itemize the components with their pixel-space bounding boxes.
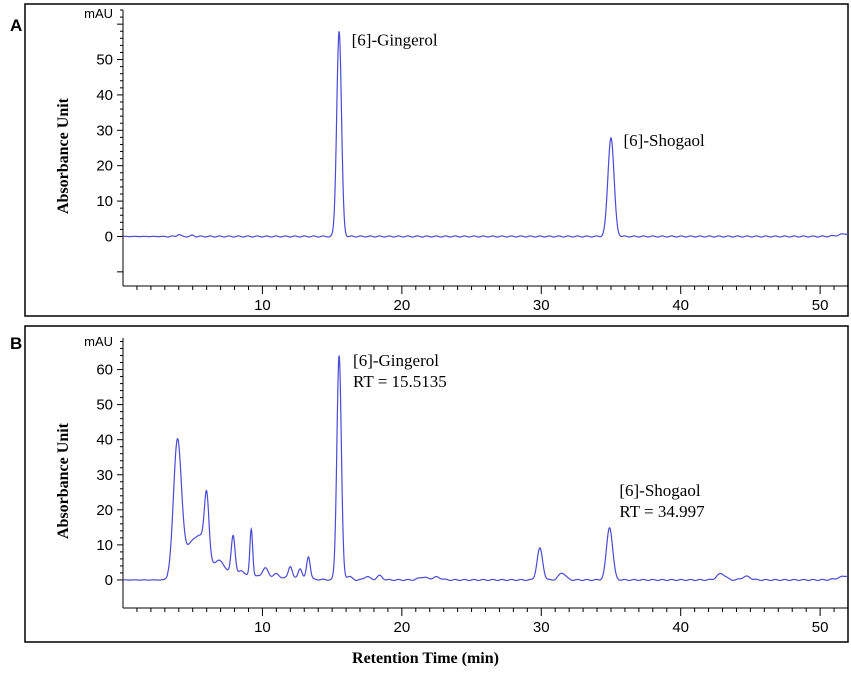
y-tick-label-a-10: 10 (96, 193, 113, 210)
x-tick-label-a-30: 30 (533, 297, 550, 314)
panel-frame-b (24, 325, 849, 643)
x-tick-label-b-20: 20 (394, 619, 411, 636)
y-tick-label-a-0: 0 (105, 228, 113, 245)
peak-annotation-b-0: [6]-Gingerol RT = 15.5135 (353, 351, 447, 391)
peak-annotation-b-1: [6]-Shogaol RT = 34.997 (619, 481, 705, 521)
y-unit-label-b: mAU (84, 334, 113, 349)
peak-annotation-line-b-1-0: [6]-Shogaol (619, 481, 700, 500)
chromatogram-trace-a (122, 31, 849, 238)
x-tick-label-a-50: 50 (812, 297, 829, 314)
x-tick-label-a-20: 20 (394, 297, 411, 314)
x-tick-label-b-50: 50 (812, 619, 829, 636)
peak-annotation-line-a-1-0: [6]-Shogaol (624, 131, 705, 150)
y-tick-label-b-0: 0 (105, 572, 113, 589)
y-axis-title-b: Absorbance Unit (55, 422, 72, 539)
y-tick-label-b-50: 50 (96, 397, 113, 414)
y-tick-label-b-30: 30 (96, 467, 113, 484)
peak-annotation-line-a-0-0: [6]-Gingerol (352, 30, 438, 49)
y-axis-title-a: Absorbance Unit (55, 97, 72, 214)
y-tick-label-a-20: 20 (96, 158, 113, 175)
peak-annotation-line-b-0-0: [6]-Gingerol (353, 351, 439, 370)
y-unit-label-a: mAU (84, 6, 113, 21)
panel-letter-a: A (10, 16, 23, 35)
x-tick-label-b-10: 10 (254, 619, 271, 636)
panel-frame-a (24, 3, 849, 317)
chromatogram-trace-b (122, 355, 849, 582)
y-tick-label-b-20: 20 (96, 502, 113, 519)
y-tick-label-b-60: 60 (96, 362, 113, 379)
y-tick-label-a-50: 50 (96, 52, 113, 69)
y-tick-label-a-30: 30 (96, 122, 113, 139)
x-axis-label: Retention Time (min) (352, 650, 499, 667)
y-tick-label-b-10: 10 (96, 537, 113, 554)
peak-annotation-a-0: [6]-Gingerol (352, 30, 438, 49)
x-tick-label-b-40: 40 (672, 619, 689, 636)
peak-annotation-line-b-0-1: RT = 15.5135 (353, 372, 447, 391)
panel-letter-b: B (10, 334, 23, 353)
peak-annotation-line-b-1-1: RT = 34.997 (619, 502, 705, 521)
y-tick-label-b-40: 40 (96, 432, 113, 449)
peak-annotation-a-1: [6]-Shogaol (624, 131, 705, 150)
x-tick-label-a-40: 40 (672, 297, 689, 314)
x-tick-label-b-30: 30 (533, 619, 550, 636)
y-tick-label-a-40: 40 (96, 87, 113, 104)
x-tick-label-a-10: 10 (254, 297, 271, 314)
